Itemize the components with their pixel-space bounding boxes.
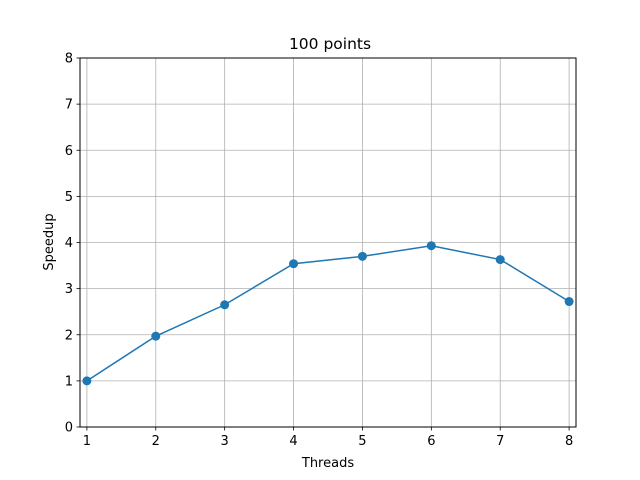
y-tick-label: 0 <box>65 421 73 436</box>
y-tick-label: 1 <box>65 374 73 389</box>
x-tick-label: 7 <box>496 434 504 449</box>
data-point <box>82 376 92 386</box>
series-layer <box>82 241 574 386</box>
y-axis-label: Speedup <box>42 213 57 270</box>
x-tick-label: 4 <box>289 434 297 449</box>
x-tick-label: 8 <box>565 434 573 449</box>
y-tick-label: 6 <box>65 144 73 159</box>
data-point <box>495 255 505 265</box>
y-tick-label: 8 <box>65 52 73 67</box>
series-line <box>86 244 570 382</box>
data-point <box>289 259 299 269</box>
data-point <box>357 251 367 261</box>
x-tick-label: 1 <box>83 434 91 449</box>
y-tick-label: 3 <box>65 282 73 297</box>
y-tick-label: 7 <box>65 98 73 113</box>
y-tick-label: 4 <box>65 236 73 251</box>
x-tick-label: 3 <box>221 434 229 449</box>
x-tick-label: 6 <box>427 434 435 449</box>
data-point <box>220 300 230 310</box>
y-tick-label: 5 <box>65 190 73 205</box>
x-axis-label: Threads <box>301 456 354 471</box>
x-tick-label: 5 <box>358 434 366 449</box>
x-tick-label: 2 <box>152 434 160 449</box>
data-point <box>564 297 574 307</box>
data-point <box>426 241 436 251</box>
chart-title: 100 points <box>289 35 371 53</box>
y-tick-label: 2 <box>65 328 73 343</box>
data-point <box>151 331 161 341</box>
